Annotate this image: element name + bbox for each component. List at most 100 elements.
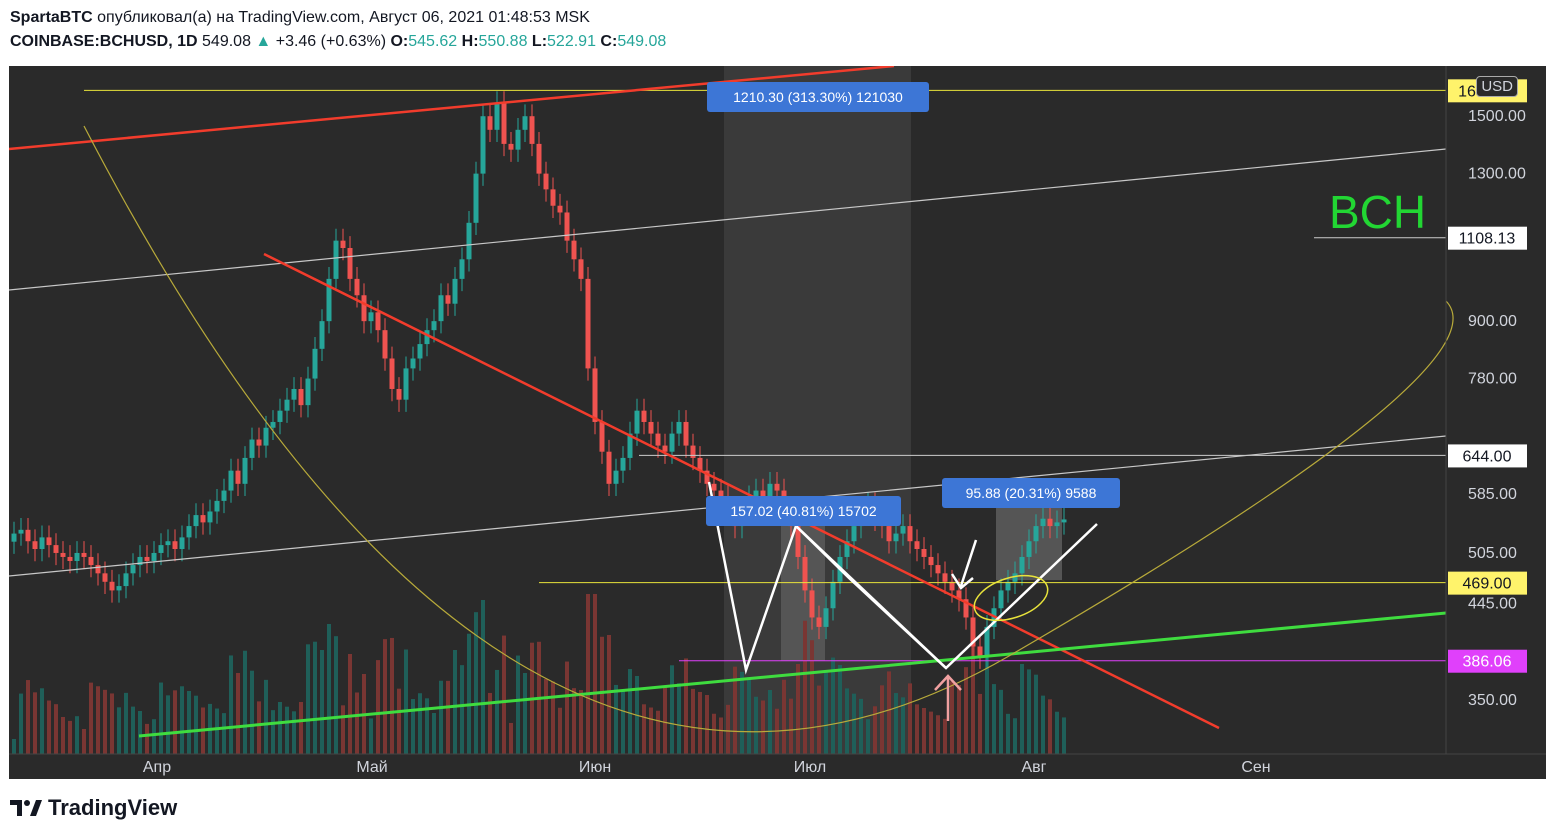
candle-body <box>802 556 808 591</box>
candle-body <box>95 565 101 574</box>
volume-bar <box>922 708 926 754</box>
volume-bar <box>705 695 709 754</box>
candle-body <box>963 599 969 618</box>
chart-svg[interactable]: BCH 1210.30 (313.30%) 121030 157.02 (40.81… <box>8 64 1546 779</box>
volume-bar <box>978 693 982 754</box>
volume-bar <box>432 713 436 754</box>
y-tick-label: 350.00 <box>1468 692 1517 709</box>
candle-body <box>522 116 528 130</box>
candle-body <box>109 581 115 591</box>
volume-bar <box>915 704 919 754</box>
candle-body <box>305 378 311 406</box>
volume-bar <box>285 706 289 754</box>
candle-body <box>256 439 262 446</box>
candle-body <box>179 537 185 550</box>
candle-body <box>704 470 710 484</box>
candle-body <box>200 515 206 523</box>
candle-body <box>130 565 136 574</box>
volume-bar <box>397 688 401 754</box>
volume-bar <box>782 679 786 754</box>
volume-bar <box>726 704 730 754</box>
author-name[interactable]: SpartaBTC <box>10 9 93 26</box>
volume-bar <box>901 697 905 754</box>
candle-body <box>214 500 220 512</box>
volume-bar <box>957 685 961 754</box>
footer-brand[interactable]: TradingView <box>48 795 178 820</box>
volume-bar <box>271 710 275 754</box>
volume-bar <box>551 681 555 754</box>
open-value: 545.62 <box>408 33 458 50</box>
candle-body <box>809 590 815 618</box>
candle-body <box>424 330 430 345</box>
volume-bar <box>593 594 597 754</box>
candle-body <box>893 533 899 542</box>
volume-bar <box>348 654 352 754</box>
candle-body <box>550 189 556 206</box>
candle-body <box>1033 526 1039 542</box>
volume-bar <box>47 700 51 754</box>
publish-info: опубликовал(а) на TradingView.com, Авгус… <box>97 9 590 26</box>
volume-bar <box>166 695 170 754</box>
volume-bar <box>1013 718 1017 754</box>
price-change: +3.46 (+0.63%) <box>275 33 387 50</box>
volume-bar <box>54 704 58 754</box>
volume-bar <box>754 696 758 754</box>
volume-bar <box>110 693 114 754</box>
candle-body <box>459 259 465 279</box>
candle-body <box>690 445 696 458</box>
candle-body <box>438 295 444 322</box>
candle-body <box>1061 519 1067 523</box>
candle-body <box>641 410 647 422</box>
candle-body <box>564 212 570 241</box>
candle-body <box>1047 518 1053 527</box>
candle-body <box>935 565 941 574</box>
volume-bar <box>894 693 898 754</box>
candle-body <box>221 490 227 501</box>
arrow-down-icon <box>959 539 978 587</box>
volume-bar <box>1048 699 1052 754</box>
volume-bar <box>992 684 996 754</box>
candle-body <box>319 321 325 349</box>
volume-bar <box>12 739 16 754</box>
candle-body <box>354 278 360 296</box>
candle-body <box>970 617 976 647</box>
chart-header: SpartaBTC опубликовал(а) на TradingView.… <box>10 6 1540 54</box>
candle-body <box>417 344 423 359</box>
volume-bar <box>327 624 331 754</box>
volume-bar <box>1020 664 1024 754</box>
x-tick-label: Июн <box>579 759 611 776</box>
candle-body <box>620 457 626 471</box>
volume-bar <box>341 705 345 754</box>
currency-badge[interactable]: USD <box>1476 76 1518 97</box>
candle-body <box>851 526 857 542</box>
candle-body <box>606 451 612 484</box>
volume-bar <box>75 716 79 754</box>
volume-bar <box>229 655 233 754</box>
symbol-label[interactable]: COINBASE:BCHUSD, 1D <box>10 33 198 50</box>
candle-body <box>11 533 17 542</box>
chart-canvas[interactable]: BCH 1210.30 (313.30%) 121030 157.02 (40.81… <box>8 64 1546 779</box>
candle-body <box>18 529 24 534</box>
y-tick-label: 900.00 <box>1468 313 1517 330</box>
candle-body <box>774 483 780 491</box>
volume-bar <box>257 701 261 754</box>
volume-bar <box>180 686 184 754</box>
volume-bar <box>194 695 198 754</box>
support-line <box>138 611 1447 738</box>
volume-bar <box>831 657 835 754</box>
candle-body <box>760 490 766 498</box>
footer: TradingView <box>10 795 177 821</box>
volume-bar <box>40 688 44 754</box>
volume-bar <box>733 666 737 754</box>
candle-body <box>158 545 164 553</box>
low-value: 522.91 <box>547 33 596 50</box>
volume-bar <box>621 689 625 754</box>
candle-body <box>361 295 367 322</box>
volume-bar <box>292 711 296 754</box>
close-label: C: <box>600 33 618 50</box>
candle-body <box>347 248 353 279</box>
volume-bar <box>1034 674 1038 754</box>
candle-body <box>74 552 80 561</box>
volume-bar <box>600 636 604 754</box>
candle-body <box>46 537 52 546</box>
